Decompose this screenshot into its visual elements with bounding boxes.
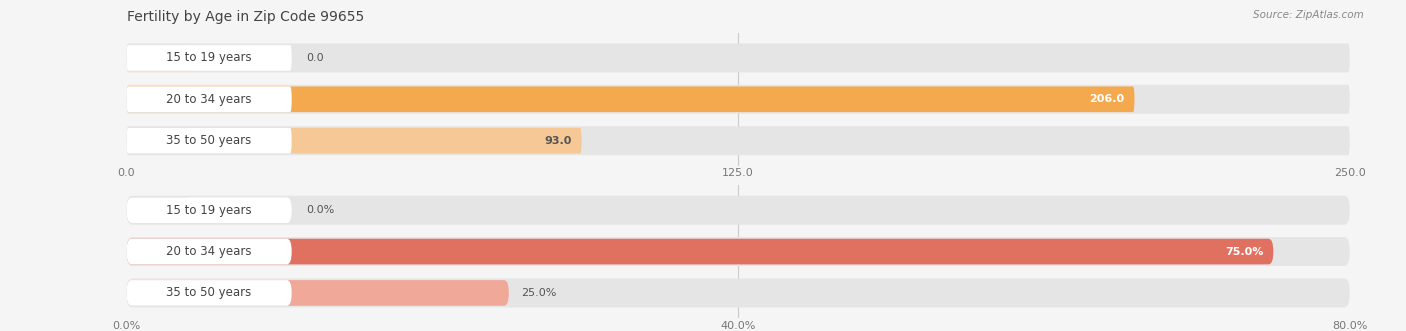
FancyBboxPatch shape xyxy=(127,237,1350,266)
FancyBboxPatch shape xyxy=(127,239,1274,264)
Text: 25.0%: 25.0% xyxy=(522,288,557,298)
FancyBboxPatch shape xyxy=(127,45,291,71)
Text: 35 to 50 years: 35 to 50 years xyxy=(166,286,252,300)
FancyBboxPatch shape xyxy=(127,197,193,223)
FancyBboxPatch shape xyxy=(127,197,291,223)
Text: 20 to 34 years: 20 to 34 years xyxy=(166,245,252,258)
FancyBboxPatch shape xyxy=(127,126,1350,155)
FancyBboxPatch shape xyxy=(127,128,582,154)
FancyBboxPatch shape xyxy=(127,280,509,306)
FancyBboxPatch shape xyxy=(127,278,1350,307)
FancyBboxPatch shape xyxy=(127,86,1135,112)
Text: Source: ZipAtlas.com: Source: ZipAtlas.com xyxy=(1253,10,1364,20)
Text: 206.0: 206.0 xyxy=(1090,94,1125,104)
FancyBboxPatch shape xyxy=(127,128,291,154)
FancyBboxPatch shape xyxy=(127,280,291,306)
Text: 35 to 50 years: 35 to 50 years xyxy=(166,134,252,147)
Text: 0.0%: 0.0% xyxy=(307,205,335,215)
Text: 20 to 34 years: 20 to 34 years xyxy=(166,93,252,106)
Text: 75.0%: 75.0% xyxy=(1225,247,1264,257)
Text: 0.0: 0.0 xyxy=(307,53,323,63)
Text: 15 to 19 years: 15 to 19 years xyxy=(166,204,252,217)
Text: Fertility by Age in Zip Code 99655: Fertility by Age in Zip Code 99655 xyxy=(127,10,364,24)
FancyBboxPatch shape xyxy=(127,45,193,71)
Text: 15 to 19 years: 15 to 19 years xyxy=(166,51,252,65)
FancyBboxPatch shape xyxy=(127,43,1350,72)
Text: 93.0: 93.0 xyxy=(544,136,572,146)
FancyBboxPatch shape xyxy=(127,86,291,112)
FancyBboxPatch shape xyxy=(127,239,291,264)
FancyBboxPatch shape xyxy=(127,85,1350,114)
FancyBboxPatch shape xyxy=(127,196,1350,225)
